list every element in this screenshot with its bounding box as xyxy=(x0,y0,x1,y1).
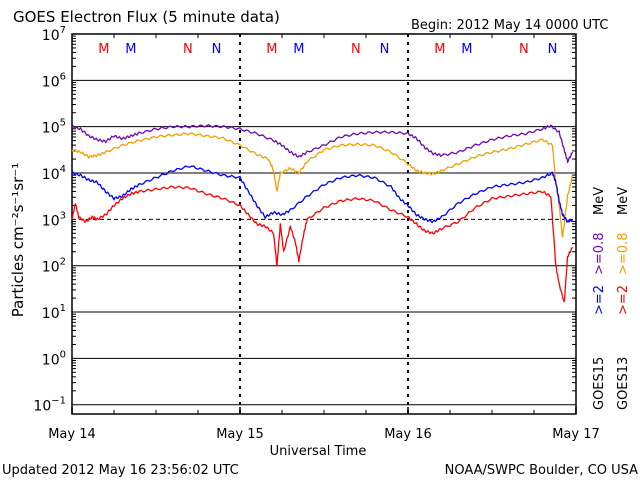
x-tick-label: May 15 xyxy=(216,427,264,442)
time-marker: M xyxy=(434,42,445,57)
y-tick-label: 101 xyxy=(42,303,66,322)
chart-title: GOES Electron Flux (5 minute data) xyxy=(13,8,280,26)
legend-goes15-unit: MeV xyxy=(592,187,607,215)
series-goes15-0-8-mev xyxy=(71,123,574,164)
legend-goes15-ge2: >=2 xyxy=(592,285,607,315)
grid-lines xyxy=(72,34,576,414)
y-tick-label: 107 xyxy=(42,25,66,44)
updated-timestamp: Updated 2012 May 16 23:56:02 UTC xyxy=(2,463,239,478)
time-marker: N xyxy=(380,42,390,57)
x-axis-ticks: May 14 May 15 May 16 May 17 xyxy=(48,34,600,442)
legend-goes13: GOES13 >=2 >=0.8 MeV xyxy=(616,187,631,410)
legend-goes13-ge2: >=2 xyxy=(616,285,631,315)
legend-goes15-label: GOES15 xyxy=(592,357,607,410)
legend-goes15: GOES15 >=2 >=0.8 MeV xyxy=(592,187,607,410)
legend-goes15-ge08: >=0.8 xyxy=(592,233,607,275)
x-axis-label: Universal Time xyxy=(270,444,367,459)
x-tick-label: May 16 xyxy=(384,427,432,442)
source-credit: NOAA/SWPC Boulder, CO USA xyxy=(445,463,638,478)
y-tick-label: 10−1 xyxy=(33,396,66,415)
begin-time: Begin: 2012 May 14 0000 UTC xyxy=(411,18,608,33)
y-tick-label: 103 xyxy=(42,210,66,229)
x-tick-label: May 14 xyxy=(48,427,96,442)
time-marker: M xyxy=(98,42,109,57)
time-marker: M xyxy=(125,42,136,57)
plot-frame xyxy=(71,33,577,415)
time-marker: N xyxy=(519,42,529,57)
series-lines xyxy=(71,123,574,303)
time-marker: M xyxy=(461,42,472,57)
time-marker: N xyxy=(351,42,361,57)
legend-goes13-unit: MeV xyxy=(616,187,631,215)
time-marker: M xyxy=(293,42,304,57)
y-tick-label: 106 xyxy=(42,71,66,90)
series-goes13-0-8-mev xyxy=(71,132,574,238)
time-marker: N xyxy=(212,42,222,57)
y-tick-label: 100 xyxy=(42,349,66,368)
series-goes13-2-mev xyxy=(71,185,574,303)
legend-goes13-label: GOES13 xyxy=(616,357,631,410)
time-marker: N xyxy=(183,42,193,57)
y-tick-label: 102 xyxy=(42,257,66,276)
y-axis-ticks: 107 106 105 104 103 102 101 100 10−1 xyxy=(33,25,576,415)
series-goes15-2-mev xyxy=(71,165,574,224)
y-tick-label: 105 xyxy=(42,118,66,137)
time-marker: N xyxy=(548,42,558,57)
y-axis-label: Particles cm⁻²s⁻¹sr⁻¹ xyxy=(9,163,27,317)
y-tick-label: 104 xyxy=(42,164,66,183)
x-tick-label: May 17 xyxy=(552,427,600,442)
time-marker: M xyxy=(266,42,277,57)
legend-goes13-ge08: >=0.8 xyxy=(616,233,631,275)
